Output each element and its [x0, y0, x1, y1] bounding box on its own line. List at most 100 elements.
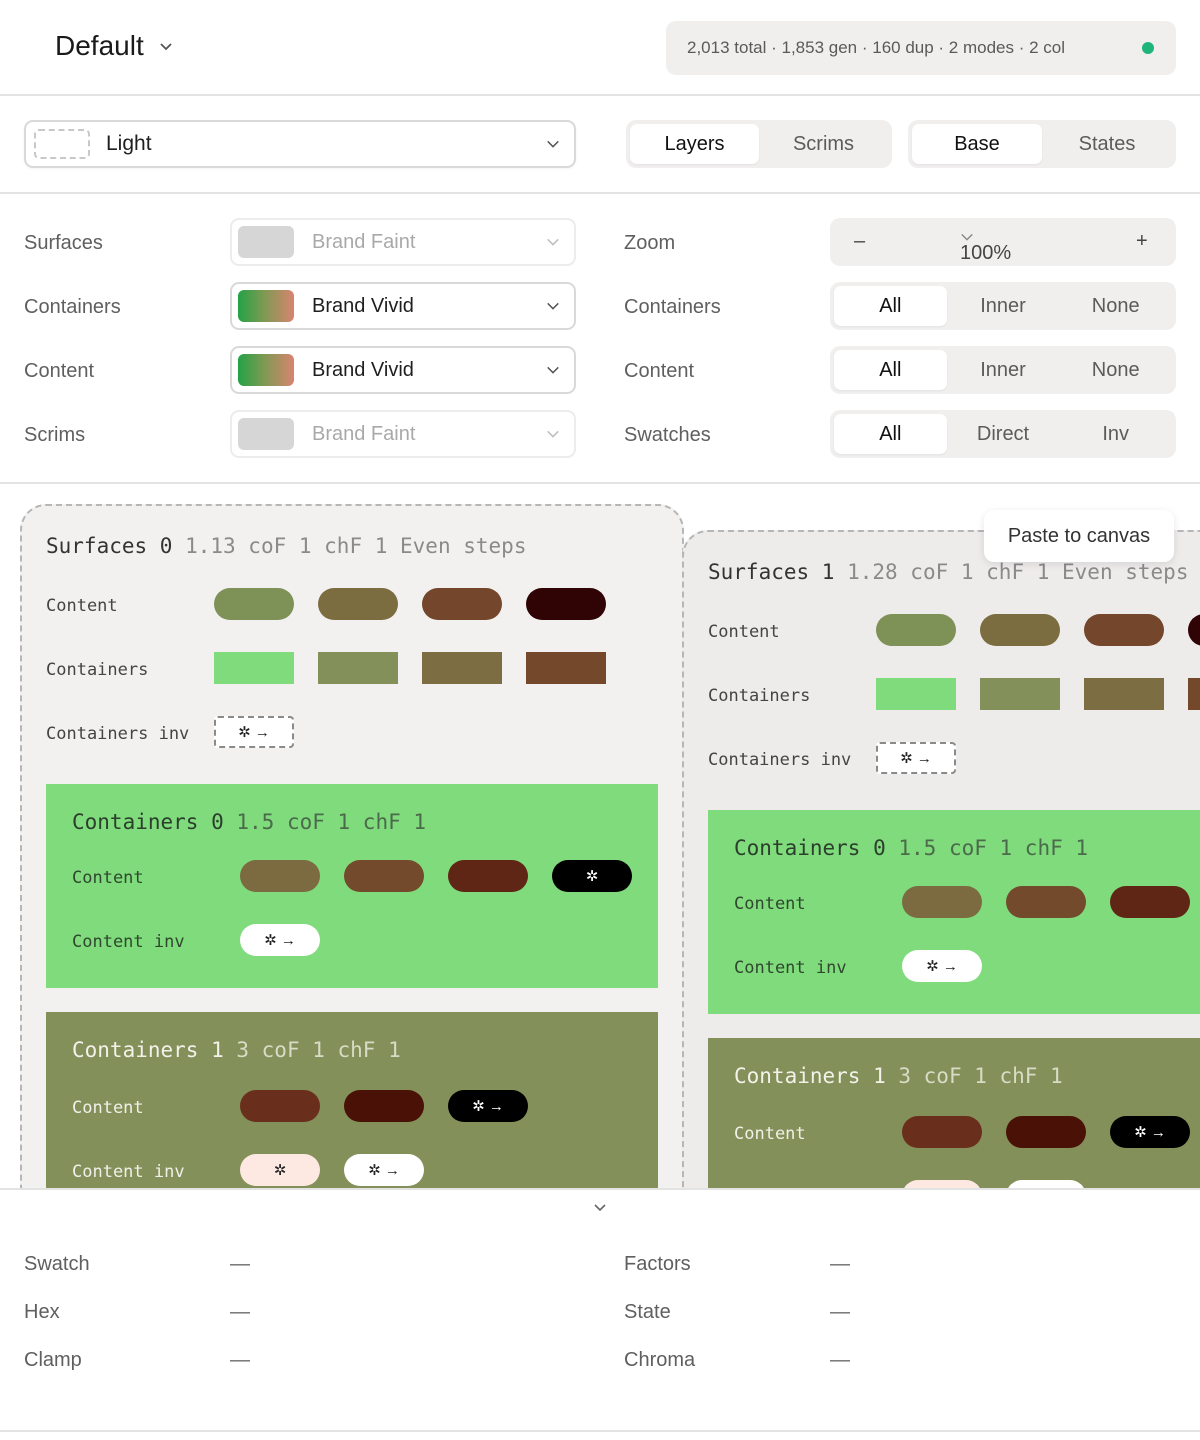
- swatch[interactable]: [1006, 1116, 1086, 1148]
- content-all-option[interactable]: All: [834, 350, 947, 390]
- row-label-content: Content: [72, 868, 144, 888]
- swatch[interactable]: [318, 588, 398, 620]
- canvas[interactable]: Surfaces 0 1.13 coF 1 chF 1 Even steps C…: [0, 484, 1200, 1188]
- row-label-content: Content: [46, 596, 118, 616]
- swatch[interactable]: [214, 652, 294, 684]
- inverse-swatch[interactable]: ✲ →: [344, 1154, 424, 1186]
- detail-value-hex: —: [230, 1301, 250, 1323]
- detail-value-state: —: [830, 1301, 850, 1323]
- swatch[interactable]: [344, 1090, 424, 1122]
- row-label-content: Content: [734, 894, 806, 914]
- content-label: Content: [24, 360, 95, 382]
- zoom-in-button[interactable]: +: [1136, 230, 1148, 252]
- swatch[interactable]: [214, 588, 294, 620]
- swatch[interactable]: [1110, 886, 1190, 918]
- zoom-value: 100%: [960, 242, 1012, 264]
- inverse-swatch[interactable]: [902, 1180, 982, 1188]
- content-select[interactable]: Brand Vivid: [230, 346, 576, 394]
- content-filter-label: Content: [624, 360, 695, 382]
- swatches-filter-label: Swatches: [624, 424, 711, 446]
- tab-layers[interactable]: Layers: [630, 124, 759, 164]
- swatch[interactable]: [422, 652, 502, 684]
- swatch[interactable]: [1084, 678, 1164, 710]
- swatch[interactable]: [902, 1116, 982, 1148]
- row-label-containers-inv: Containers inv: [708, 750, 852, 770]
- header: Default 2,013 total · 1,853 gen · 160 du…: [0, 0, 1200, 96]
- surface-board-0[interactable]: Surfaces 0 1.13 coF 1 chF 1 Even steps C…: [20, 504, 684, 1188]
- chevron-down-icon[interactable]: [592, 1200, 608, 1216]
- zoom-level-select[interactable]: 100%: [960, 230, 1011, 264]
- swatch[interactable]: [980, 678, 1060, 710]
- swatch[interactable]: [1188, 678, 1200, 710]
- detail-label-clamp: Clamp: [24, 1349, 82, 1371]
- row-label-content: Content: [708, 622, 780, 642]
- swatch[interactable]: [876, 678, 956, 710]
- content-inner-option[interactable]: Inner: [980, 358, 1026, 381]
- view-tabs: Layers Scrims: [626, 120, 892, 168]
- swatch[interactable]: [1006, 886, 1086, 918]
- tab-base[interactable]: Base: [912, 124, 1042, 164]
- containers-all-option[interactable]: All: [834, 286, 947, 326]
- palette-selector[interactable]: Default: [55, 30, 174, 62]
- tab-states[interactable]: States: [1078, 132, 1136, 155]
- row-label-content-inv: Content inv: [72, 1162, 185, 1182]
- board-title: Surfaces 1 1.28 coF 1 chF 1 Even steps: [708, 560, 1189, 584]
- content-value: Brand Vivid: [312, 358, 414, 381]
- inverse-swatch[interactable]: [1006, 1180, 1086, 1188]
- tab-scrims[interactable]: Scrims: [792, 132, 855, 155]
- swatches-all-option[interactable]: All: [834, 414, 947, 454]
- inverse-swatch[interactable]: ✲ →: [876, 742, 956, 774]
- swatch[interactable]: [344, 860, 424, 892]
- content-filter: All Inner None: [830, 346, 1176, 394]
- swatch[interactable]: ✲: [552, 860, 632, 892]
- surface-board-1[interactable]: Surfaces 1 1.28 coF 1 chF 1 Even steps C…: [682, 530, 1200, 1188]
- swatch[interactable]: [876, 614, 956, 646]
- row-label-content-inv: Content inv: [72, 932, 185, 952]
- containers-none-option[interactable]: None: [1091, 294, 1140, 317]
- swatch[interactable]: [240, 1090, 320, 1122]
- container-block-1[interactable]: Containers 1 3 coF 1 chF 1 Content ✲ → C…: [46, 1012, 658, 1188]
- swatch[interactable]: [448, 860, 528, 892]
- swatch[interactable]: [1084, 614, 1164, 646]
- swatch[interactable]: [240, 860, 320, 892]
- stats-text: 2,013 total · 1,853 gen · 160 dup · 2 mo…: [687, 38, 1066, 57]
- zoom-control: – 100% +: [830, 218, 1176, 266]
- containers-label: Containers: [24, 296, 121, 318]
- swatch[interactable]: ✲ →: [1110, 1116, 1190, 1148]
- scrims-select[interactable]: Brand Faint: [230, 410, 576, 458]
- detail-value-clamp: —: [230, 1349, 250, 1371]
- swatch[interactable]: [902, 886, 982, 918]
- swatch[interactable]: [318, 652, 398, 684]
- containers-inner-option[interactable]: Inner: [980, 294, 1026, 317]
- inverse-swatch[interactable]: ✲ →: [214, 716, 294, 748]
- swatch[interactable]: [526, 588, 606, 620]
- container-block-0[interactable]: Containers 0 1.5 coF 1 chF 1 Content ✲ C…: [46, 784, 658, 988]
- zoom-out-button[interactable]: –: [854, 230, 866, 252]
- detail-label-hex: Hex: [24, 1301, 60, 1323]
- inverse-swatch[interactable]: ✲: [240, 1154, 320, 1186]
- content-none-option[interactable]: None: [1091, 358, 1140, 381]
- swatches-direct-option[interactable]: Direct: [976, 422, 1030, 445]
- inverse-swatch[interactable]: ✲ →: [240, 924, 320, 956]
- container-block-1[interactable]: Containers 1 3 coF 1 chF 1 Content ✲ →: [708, 1038, 1200, 1188]
- row-label-containers-inv: Containers inv: [46, 724, 190, 744]
- row-label-content: Content: [72, 1098, 144, 1118]
- row-label-containers: Containers: [708, 686, 811, 706]
- mode-select[interactable]: Light: [24, 120, 576, 168]
- swatch[interactable]: [1188, 614, 1200, 646]
- container-block-0[interactable]: Containers 0 1.5 coF 1 chF 1 Content Con…: [708, 810, 1200, 1014]
- swatch[interactable]: ✲ →: [448, 1090, 528, 1122]
- inverse-swatch[interactable]: ✲ →: [902, 950, 982, 982]
- containers-select[interactable]: Brand Vivid: [230, 282, 576, 330]
- swatch[interactable]: [422, 588, 502, 620]
- detail-value-chroma: —: [830, 1349, 850, 1371]
- swatches-inv-option[interactable]: Inv: [1102, 422, 1130, 445]
- zoom-label: Zoom: [624, 232, 676, 254]
- swatch[interactable]: [526, 652, 606, 684]
- surfaces-swatch: [238, 226, 294, 258]
- status-dot: [1142, 42, 1154, 54]
- scrims-swatch: [238, 418, 294, 450]
- surfaces-select[interactable]: Brand Faint: [230, 218, 576, 266]
- swatch[interactable]: [980, 614, 1060, 646]
- paste-to-canvas-button[interactable]: Paste to canvas: [984, 510, 1174, 562]
